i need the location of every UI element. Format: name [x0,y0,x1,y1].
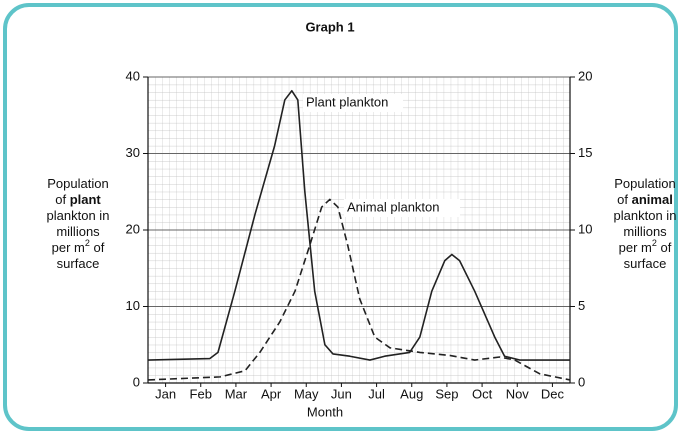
y2-axis-label: millions [623,224,667,239]
y-axis-label: of plant [55,192,101,207]
x-tick-label: Jan [155,386,176,401]
y2-axis-label: plankton in [614,208,677,223]
y2-tick-label: 15 [578,145,592,160]
label-part: plankton in [614,208,677,223]
y-axis-label: millions [56,224,100,239]
x-tick-label: May [294,386,319,401]
y-axis-label: plankton in [47,208,110,223]
y-axis-label: per m2 of [52,238,105,255]
y-tick-label: 40 [126,68,140,83]
x-tick-label: Aug [400,386,423,401]
x-tick-label: Jul [368,386,385,401]
x-axis-label: Month [307,404,343,419]
x-tick-label: Oct [472,386,493,401]
label-part: per m [52,240,85,255]
x-tick-label: Jun [331,386,352,401]
x-tick-label: Feb [190,386,212,401]
label-part: millions [623,224,667,239]
y2-tick-label: 10 [578,221,592,236]
x-tick-label: Dec [541,386,565,401]
label-part: Population [614,176,675,191]
label-part: millions [56,224,100,239]
label-part: 2 [85,238,90,248]
label-part: surface [624,256,667,271]
label-part: plant [70,192,102,207]
y-tick-label: 30 [126,145,140,160]
x-tick-label: Sep [435,386,458,401]
series-annotation: Animal plankton [347,199,440,214]
label-part: surface [57,256,100,271]
label-part: animal [632,192,673,207]
label-part: plankton in [47,208,110,223]
chart-title: Graph 1 [305,19,354,34]
y-tick-label: 10 [126,298,140,313]
label-part: per m [619,240,652,255]
y2-axis-label: per m2 of [619,238,672,255]
y-tick-label: 20 [126,221,140,236]
y-tick-label: 0 [133,374,140,389]
series-line [147,89,570,361]
y-axis-label: surface [57,256,100,271]
y2-tick-label: 20 [578,68,592,83]
series-line [147,198,571,381]
y2-axis-label: Population [614,176,675,191]
x-tick-label: Mar [225,386,248,401]
y2-axis-label: surface [624,256,667,271]
label-part: of [90,240,105,255]
label-part: of [55,192,69,207]
y-axis-label: Population [47,176,108,191]
label-part: 2 [652,238,657,248]
label-part: Population [47,176,108,191]
y2-tick-label: 0 [578,374,585,389]
label-part: of [657,240,672,255]
x-tick-label: Nov [506,386,530,401]
annotation-bg [344,199,460,217]
y2-tick-label: 5 [578,298,585,313]
series-annotation: Plant plankton [306,94,388,109]
label-part: of [617,192,631,207]
x-tick-label: Apr [261,386,282,401]
y2-axis-label: of animal [617,192,673,207]
annotation-bg [303,94,403,112]
